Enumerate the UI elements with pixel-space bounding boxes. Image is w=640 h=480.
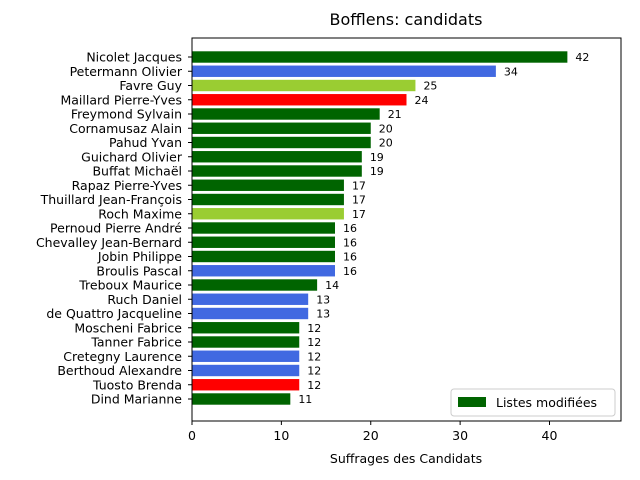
category-label: Cornamusaz Alain [69,121,182,136]
legend: Listes modifiées [450,388,616,417]
bar [192,279,318,291]
bar [192,393,291,405]
category-label: Rapaz Pierre-Yves [72,178,182,193]
category-label: Thuillard Jean-François [40,192,182,207]
bar [192,293,309,305]
plot-frame [191,37,622,422]
x-axis-label: Suffrages des Candidats [330,451,482,466]
legend-label: Listes modifiées [496,395,597,410]
category-label: Cretegny Laurence [63,349,182,364]
value-labels-group: 4234252421202019191717171616161614131312… [298,51,589,406]
bar [192,379,300,391]
bar [192,222,335,234]
value-label: 20 [379,137,393,150]
bar [192,108,380,120]
category-label: Petermann Olivier [70,64,183,79]
x-tick-label: 30 [452,428,468,443]
category-label: Roch Maxime [98,206,182,221]
category-label: Pernoud Pierre André [50,221,182,236]
value-label: 42 [575,51,589,64]
bar [192,51,568,63]
bar [192,122,371,134]
category-label: Maillard Pierre-Yves [60,92,182,107]
bar [192,79,416,92]
value-label: 12 [307,322,321,335]
bar [192,265,335,277]
value-label: 19 [370,165,384,178]
category-label: Nicolet Jacques [86,50,182,65]
category-label: Guichard Olivier [81,149,183,164]
bar [192,250,335,263]
category-label: Dind Marianne [91,392,182,407]
category-label: Freymond Sylvain [71,107,182,122]
value-label: 17 [352,208,366,221]
value-label: 12 [307,379,321,392]
category-label: Moscheni Fabrice [74,320,182,335]
category-label: Treboux Maurice [78,278,182,293]
bar [192,179,344,191]
legend-frame [450,388,616,417]
x-tick-label: 0 [188,428,196,443]
category-label: Favre Guy [119,78,182,93]
bar [192,322,300,334]
bar [192,65,496,77]
value-label: 13 [316,308,330,321]
legend-swatch [458,397,486,407]
category-label: Ruch Daniel [107,292,182,307]
x-tick-label: 20 [363,428,379,443]
category-label: Tuosto Brenda [92,377,182,392]
value-label: 21 [388,108,402,121]
category-label: Buffat Michaël [92,164,182,179]
category-label: de Quattro Jacqueline [46,306,182,321]
category-label: Pahud Yvan [109,135,182,150]
value-label: 19 [370,151,384,164]
value-label: 11 [298,393,312,406]
value-label: 12 [307,350,321,363]
value-label: 17 [352,194,366,207]
value-label: 20 [379,122,393,135]
x-axis-ticks-group: 0 10 20 30 40 [188,421,557,443]
category-label: Berthoud Alexandre [57,363,182,378]
bars-group [192,51,568,405]
bar [192,236,335,248]
chart-title: Bofflens: candidats [330,10,483,29]
bar [192,364,300,377]
bar [192,193,344,206]
value-label: 12 [307,336,321,349]
x-tick-label: 10 [273,428,289,443]
bar [192,94,407,106]
value-label: 16 [343,236,357,249]
value-label: 14 [325,279,339,292]
value-label: 16 [343,251,357,264]
bar [192,336,300,348]
value-label: 13 [316,293,330,306]
bar [192,350,300,362]
category-label: Chevalley Jean-Bernard [36,235,182,250]
value-label: 25 [423,80,437,93]
category-label: Jobin Philippe [97,249,182,264]
value-label: 17 [352,179,366,192]
category-label: Broulis Pascal [96,263,182,278]
category-label: Tanner Fabrice [90,335,182,350]
bar [192,307,309,320]
value-label: 16 [343,265,357,278]
bar [192,136,371,149]
bar [192,208,344,220]
bar [192,151,362,163]
x-tick-label: 40 [542,428,558,443]
value-label: 16 [343,222,357,235]
value-label: 34 [504,65,518,78]
value-label: 24 [415,94,429,107]
value-label: 12 [307,365,321,378]
bar [192,165,362,177]
